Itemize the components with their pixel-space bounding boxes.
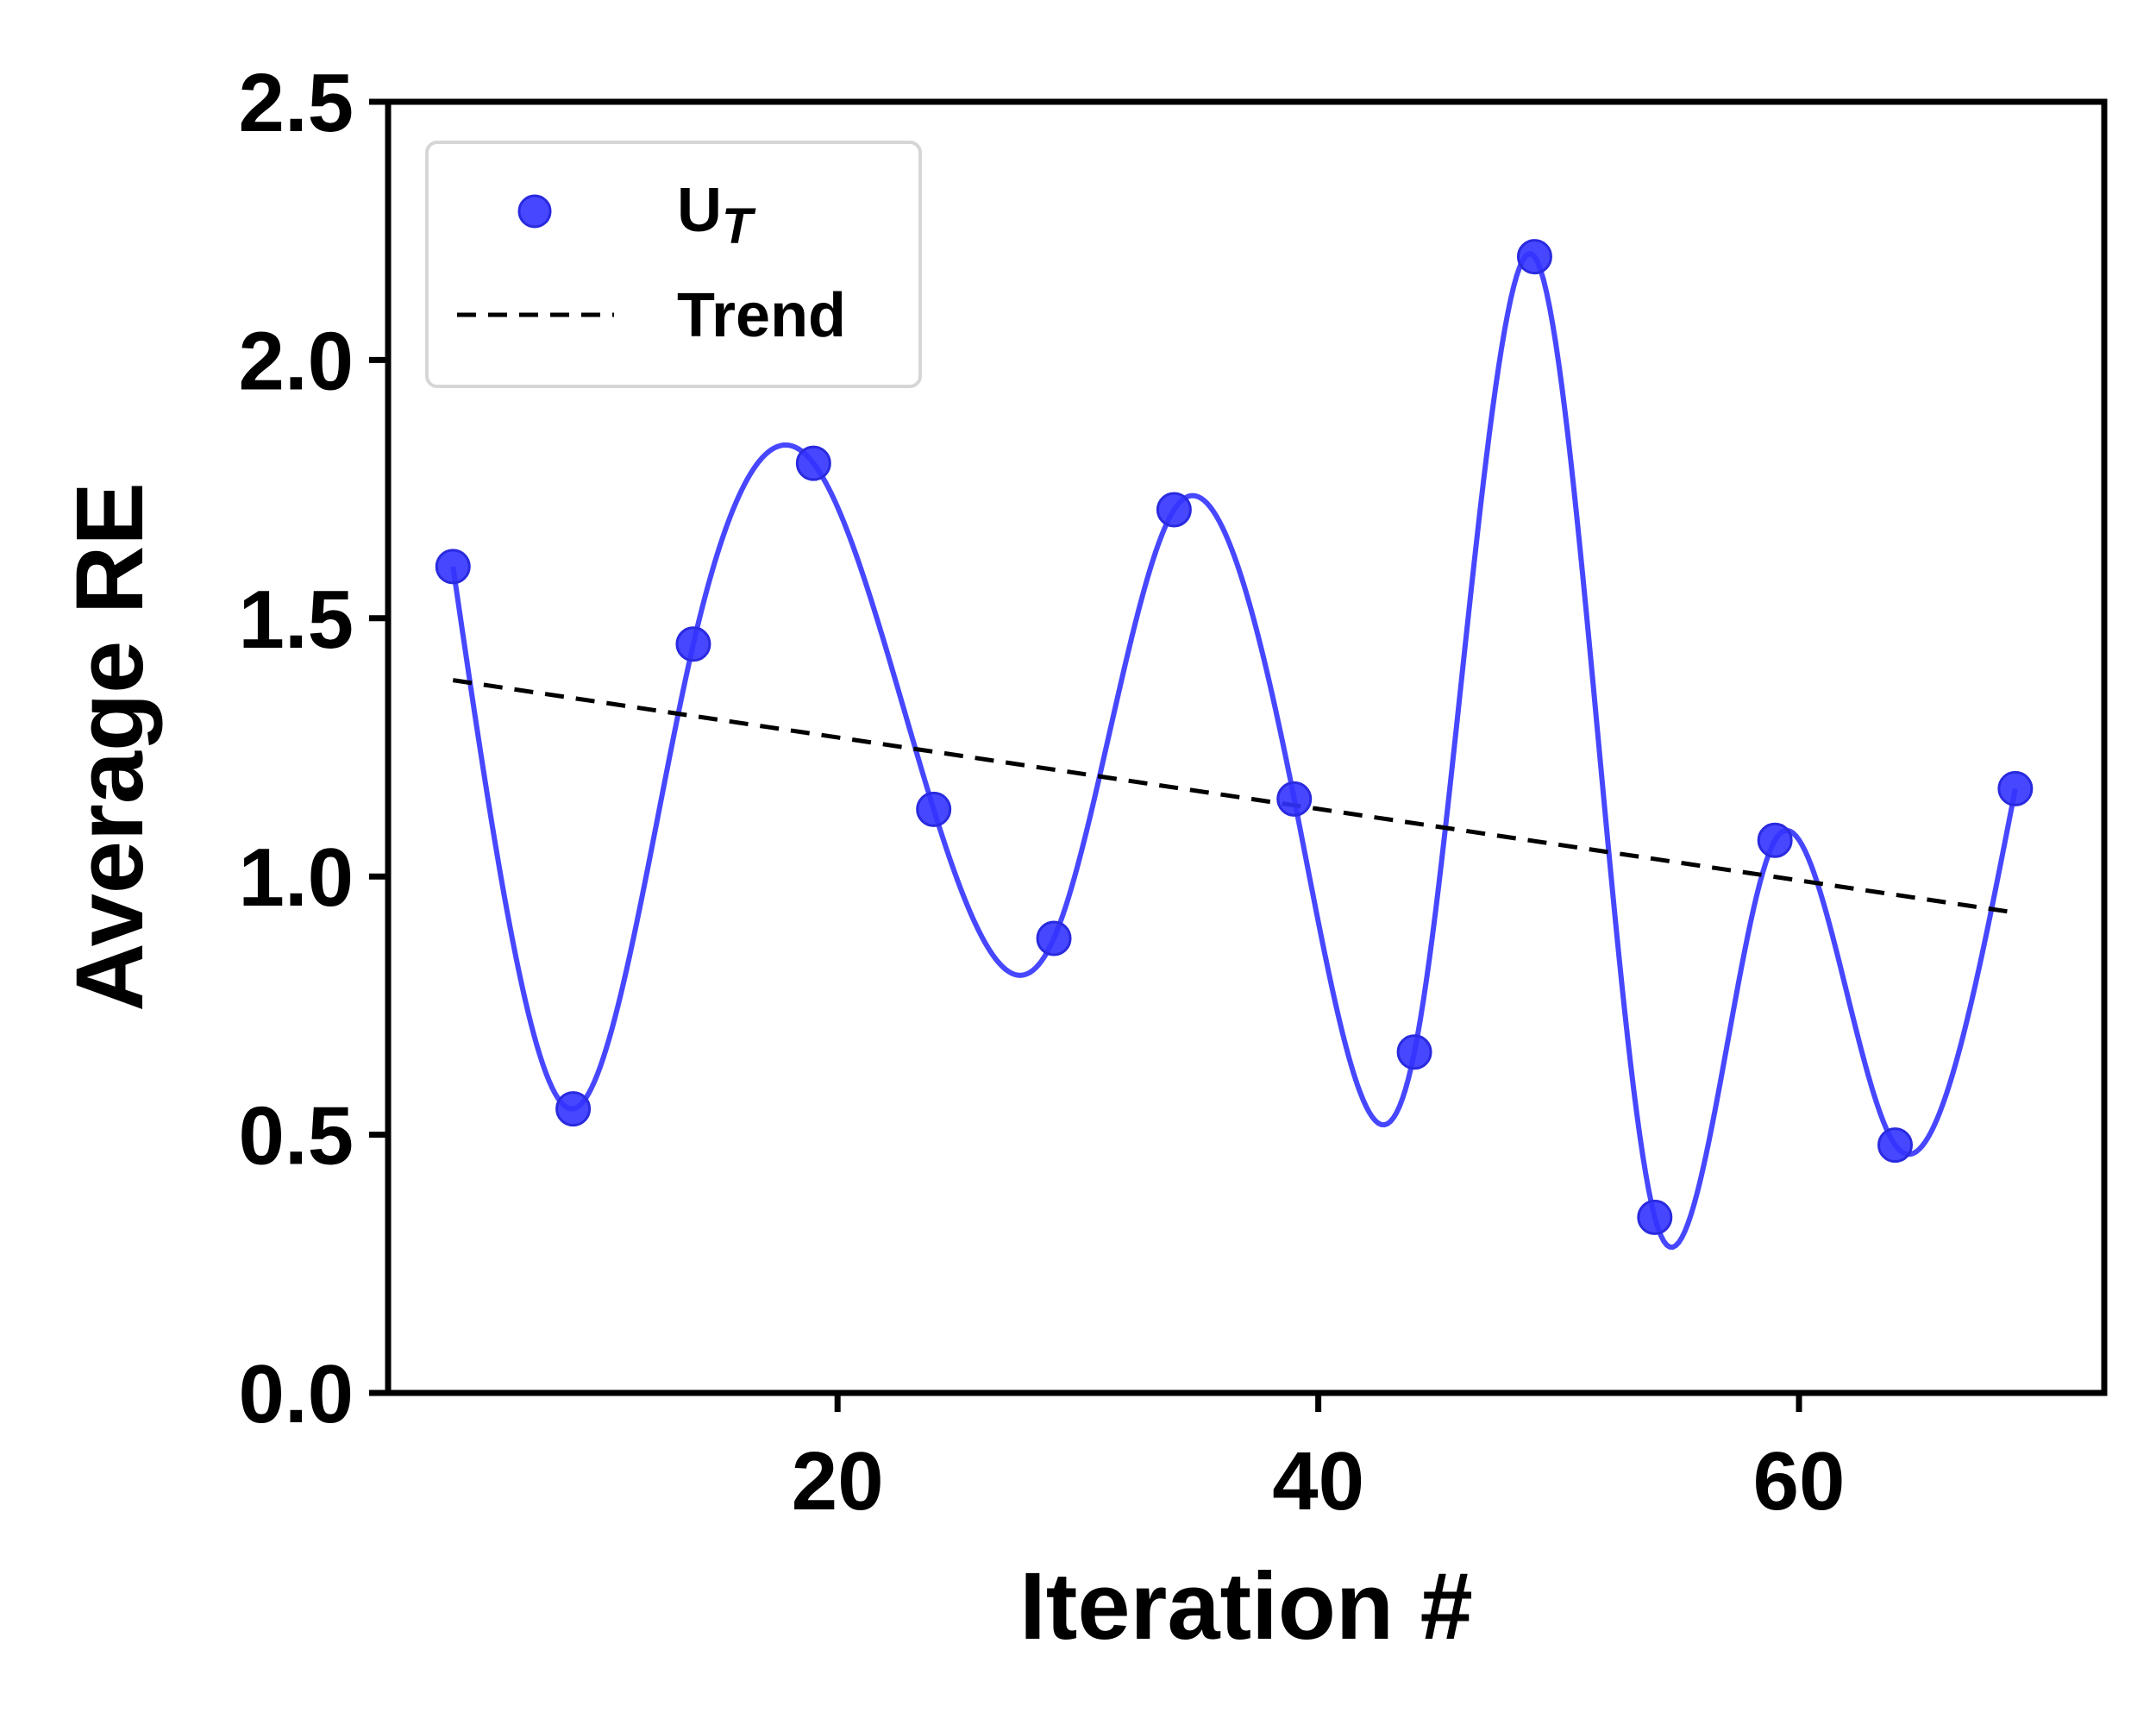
data-points	[435, 239, 2034, 1235]
x-axis: 20 40 60	[792, 1393, 1846, 1527]
x-axis-title: Iteration #	[1019, 1553, 1473, 1659]
data-point	[435, 549, 471, 585]
x-tick-label: 60	[1753, 1435, 1846, 1527]
legend: UT Trend	[425, 141, 922, 388]
data-point	[795, 445, 831, 481]
data-point	[1757, 822, 1793, 858]
y-tick-label: 1.0	[239, 831, 354, 924]
x-tick-label: 40	[1272, 1435, 1364, 1527]
data-point	[1997, 770, 2034, 806]
data-point	[1276, 781, 1313, 817]
y-tick-label: 2.0	[239, 315, 354, 407]
data-point	[1036, 920, 1072, 957]
y-tick-label: 1.5	[239, 574, 354, 666]
data-point	[1637, 1199, 1673, 1235]
data-point	[1396, 1034, 1432, 1070]
smooth-curve-ut	[450, 251, 2018, 1251]
legend-label-ut-main: U	[677, 176, 722, 245]
x-tick-label: 20	[792, 1435, 884, 1527]
data-point	[675, 626, 711, 662]
data-point	[555, 1091, 592, 1127]
data-point	[1516, 239, 1552, 275]
data-point	[1156, 492, 1192, 528]
legend-marker-ut	[517, 194, 552, 229]
legend-label-ut: UT	[677, 176, 756, 254]
y-tick-label: 0.0	[239, 1348, 354, 1440]
plot-frame	[385, 98, 2108, 1396]
legend-label-trend: Trend	[677, 281, 846, 350]
y-tick-label: 0.5	[239, 1090, 354, 1182]
data-point	[916, 791, 952, 827]
data-point	[1877, 1127, 1914, 1164]
legend-box	[425, 141, 922, 388]
legend-label-ut-sub: T	[722, 198, 756, 254]
y-axis-title: Average RE	[57, 482, 163, 1011]
y-tick-label: 2.5	[239, 57, 354, 149]
trend-line	[452, 678, 2016, 915]
y-axis: 0.0 0.5 1.0 1.5 2.0 2.5	[239, 57, 388, 1440]
